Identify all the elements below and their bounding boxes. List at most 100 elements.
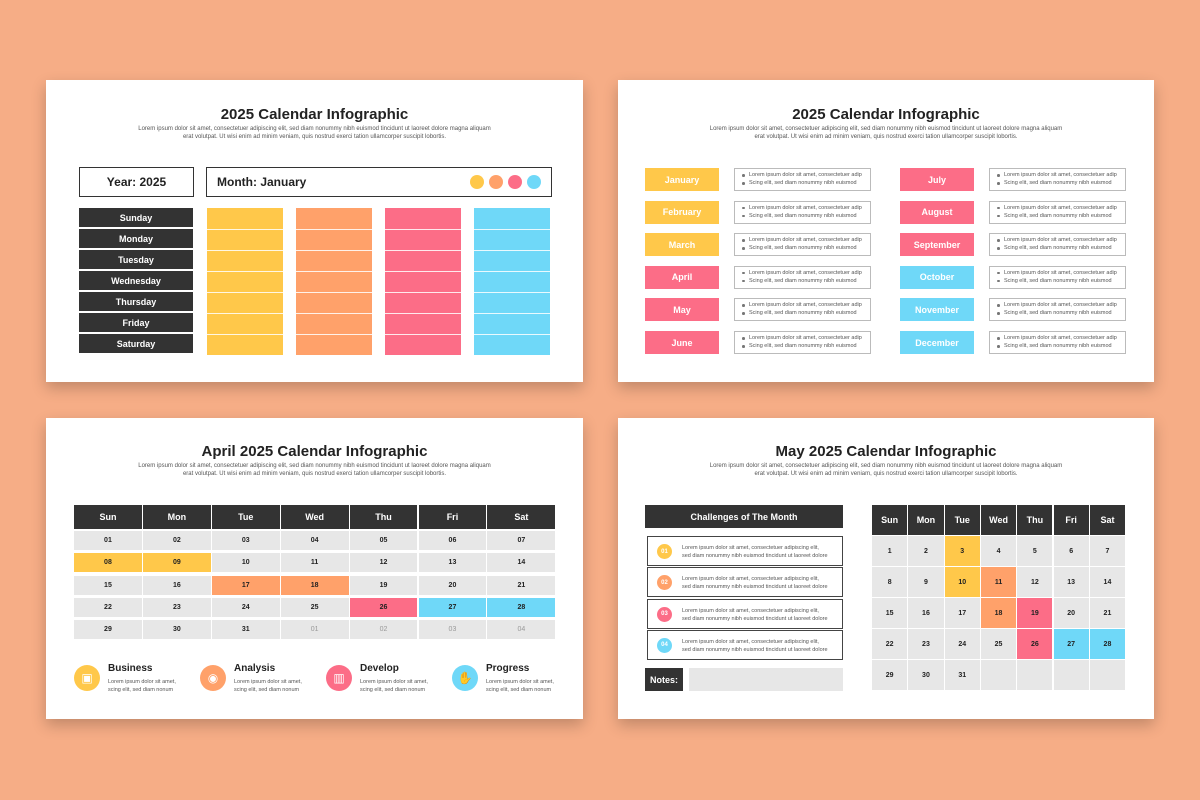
calendar-day[interactable]: 25 bbox=[280, 597, 350, 618]
calendar-day[interactable]: 16 bbox=[142, 575, 212, 596]
calendar-day[interactable]: 20 bbox=[418, 575, 488, 596]
calendar-day[interactable]: 02 bbox=[349, 620, 419, 641]
calendar-day[interactable]: 08 bbox=[74, 553, 143, 574]
month-label: August bbox=[900, 200, 974, 224]
calendar-day[interactable]: 28 bbox=[1089, 629, 1127, 660]
challenge-line: sed diam nonummy nibh euismod tincidunt … bbox=[682, 615, 828, 622]
note-line: Lorem ipsum dolor sit amet, consectetuer… bbox=[742, 334, 870, 342]
calendar-day[interactable] bbox=[1089, 660, 1127, 691]
calendar-day[interactable]: 04 bbox=[280, 531, 350, 551]
calendar-day[interactable]: 26 bbox=[1017, 629, 1054, 660]
calendar-day[interactable]: 3 bbox=[944, 536, 981, 567]
calendar-day[interactable]: 8 bbox=[872, 567, 909, 598]
calendar-day[interactable]: 29 bbox=[74, 620, 143, 641]
calendar-day[interactable] bbox=[980, 660, 1018, 691]
calendar-day[interactable]: 03 bbox=[418, 620, 488, 641]
calendar-day[interactable]: 26 bbox=[349, 597, 419, 618]
subtitle-line: Lorem ipsum dolor sit amet, consectetuer… bbox=[709, 126, 1063, 132]
slide-subtitle: Lorem ipsum dolor sit amet, consectetuer… bbox=[618, 125, 1154, 141]
column-divider bbox=[207, 334, 283, 335]
calendar-day[interactable] bbox=[1053, 660, 1090, 691]
calendar-day[interactable]: 03 bbox=[211, 531, 281, 551]
column-divider bbox=[474, 313, 550, 314]
calendar-day[interactable]: 24 bbox=[944, 629, 981, 660]
note-line: Scing elit, sed diam nonummy nibh euismo… bbox=[742, 244, 870, 252]
calendar-day[interactable]: 12 bbox=[349, 553, 419, 574]
calendar-day[interactable]: 31 bbox=[211, 620, 281, 641]
column-divider bbox=[474, 334, 550, 335]
calendar-day[interactable]: 10 bbox=[944, 567, 981, 598]
calendar-day[interactable]: 11 bbox=[280, 553, 350, 574]
calendar-day[interactable]: 29 bbox=[872, 660, 909, 691]
calendar-day[interactable]: 19 bbox=[349, 575, 419, 596]
calendar-day[interactable]: 15 bbox=[74, 575, 143, 596]
note-line: Lorem ipsum dolor sit amet, consectetuer… bbox=[997, 269, 1125, 277]
calendar-day[interactable]: 5 bbox=[1017, 536, 1054, 567]
slide-title: 2025 Calendar Infographic bbox=[220, 106, 409, 123]
note-line: Scing elit, sed diam nonummy nibh euismo… bbox=[997, 179, 1125, 187]
day-row: Tuesday bbox=[79, 250, 193, 269]
calendar-day[interactable]: 31 bbox=[944, 660, 981, 691]
calendar-day[interactable]: 17 bbox=[944, 598, 981, 629]
calendar-day[interactable]: 21 bbox=[1089, 598, 1127, 629]
calendar-day[interactable]: 15 bbox=[872, 598, 909, 629]
calendar-day[interactable] bbox=[1017, 660, 1054, 691]
calendar-day[interactable]: 09 bbox=[142, 553, 212, 574]
calendar-day[interactable]: 22 bbox=[74, 597, 143, 618]
calendar-day[interactable]: 20 bbox=[1053, 598, 1090, 629]
calendar-day[interactable]: 18 bbox=[980, 598, 1018, 629]
month-label: June bbox=[645, 331, 719, 354]
calendar-day[interactable]: 13 bbox=[1053, 567, 1090, 598]
calendar-day[interactable]: 25 bbox=[980, 629, 1018, 660]
calendar-day[interactable]: 6 bbox=[1053, 536, 1090, 567]
calendar-day[interactable]: 30 bbox=[908, 660, 945, 691]
calendar-day[interactable]: 30 bbox=[142, 620, 212, 641]
calendar-day[interactable]: 05 bbox=[349, 531, 419, 551]
calendar-day[interactable]: 06 bbox=[418, 531, 488, 551]
calendar-day[interactable]: 16 bbox=[908, 598, 945, 629]
calendar-day[interactable]: 14 bbox=[1089, 567, 1127, 598]
calendar-day[interactable]: 7 bbox=[1089, 536, 1127, 567]
feature-text-line: Lorem ipsum dolor sit amet, bbox=[234, 679, 302, 685]
calendar-day[interactable]: 23 bbox=[908, 629, 945, 660]
calendar-day[interactable]: 22 bbox=[872, 629, 909, 660]
column-divider bbox=[296, 229, 372, 230]
calendar-day[interactable]: 21 bbox=[487, 575, 557, 596]
weekday-header: Wed bbox=[280, 505, 350, 529]
calendar-day[interactable]: 11 bbox=[980, 567, 1018, 598]
month-note: Lorem ipsum dolor sit amet, consectetuer… bbox=[734, 331, 871, 354]
calendar-day[interactable]: 04 bbox=[487, 620, 557, 641]
calendar-day[interactable]: 18 bbox=[280, 575, 350, 596]
calendar-day[interactable]: 28 bbox=[487, 597, 557, 618]
subtitle-line: erat volutpat. Ut wisi enim ad minim ven… bbox=[754, 471, 1018, 477]
day-row: Sunday bbox=[79, 208, 193, 227]
column-divider bbox=[207, 250, 283, 251]
slide-april: April 2025 Calendar Infographic Lorem ip… bbox=[46, 418, 583, 719]
calendar-day[interactable]: 9 bbox=[908, 567, 945, 598]
calendar-day[interactable]: 24 bbox=[211, 597, 281, 618]
calendar-day[interactable]: 19 bbox=[1017, 598, 1054, 629]
weekday-header: Wed bbox=[980, 505, 1018, 535]
calendar-day[interactable]: 17 bbox=[211, 575, 281, 596]
calendar-day[interactable]: 1 bbox=[872, 536, 909, 567]
challenge-line: Lorem ipsum dolor sit amet, consectetuer… bbox=[682, 638, 819, 645]
month-label: September bbox=[900, 233, 974, 257]
calendar-day[interactable]: 23 bbox=[142, 597, 212, 618]
calendar-day[interactable]: 4 bbox=[980, 536, 1018, 567]
calendar-day[interactable]: 01 bbox=[74, 531, 143, 551]
calendar-day[interactable]: 27 bbox=[418, 597, 488, 618]
calendar-day[interactable]: 14 bbox=[487, 553, 557, 574]
calendar-day[interactable]: 27 bbox=[1053, 629, 1090, 660]
challenge-line: Lorem ipsum dolor sit amet, consectetuer… bbox=[682, 545, 819, 551]
day-row: Saturday bbox=[79, 334, 193, 353]
weekday-header: Mon bbox=[142, 505, 212, 529]
slide-year-overview: 2025 Calendar Infographic Lorem ipsum do… bbox=[46, 80, 583, 382]
calendar-day[interactable]: 02 bbox=[142, 531, 212, 551]
calendar-day[interactable]: 2 bbox=[908, 536, 945, 567]
notes-field[interactable] bbox=[689, 668, 843, 691]
calendar-day[interactable]: 10 bbox=[211, 553, 281, 574]
calendar-day[interactable]: 07 bbox=[487, 531, 557, 551]
calendar-day[interactable]: 01 bbox=[280, 620, 350, 641]
calendar-day[interactable]: 13 bbox=[418, 553, 488, 574]
calendar-day[interactable]: 12 bbox=[1017, 567, 1054, 598]
